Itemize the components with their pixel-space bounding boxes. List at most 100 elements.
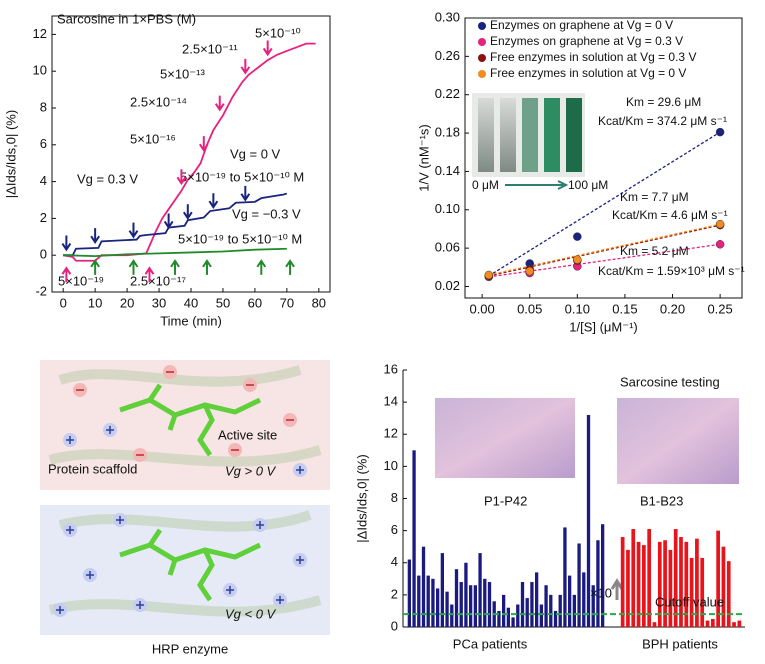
bar bbox=[586, 414, 591, 627]
ion-sign bbox=[136, 601, 144, 609]
annotation: 5×10⁻¹⁶ bbox=[130, 131, 176, 146]
bar bbox=[596, 540, 600, 627]
histology-image bbox=[617, 398, 739, 484]
legend-label: Free enzymes in solution at Vg = 0.3 V bbox=[490, 50, 696, 64]
cuvette bbox=[478, 98, 494, 172]
bar bbox=[572, 594, 577, 627]
bar bbox=[721, 546, 726, 627]
data-line bbox=[63, 192, 288, 257]
data-point bbox=[573, 232, 582, 241]
y-tick-label: 10 bbox=[33, 63, 47, 78]
injection-arrow bbox=[208, 193, 219, 210]
x-tick-label: 50 bbox=[216, 295, 230, 310]
injection-arrow bbox=[198, 136, 209, 152]
series-label: Vg = −0.3 V bbox=[232, 206, 301, 221]
cuvette bbox=[544, 98, 560, 172]
data-point bbox=[715, 219, 725, 229]
bar bbox=[487, 582, 492, 627]
bar bbox=[657, 541, 662, 627]
injection-arrow bbox=[285, 259, 295, 275]
bar bbox=[716, 530, 720, 627]
bar bbox=[684, 541, 689, 627]
bar bbox=[726, 561, 731, 627]
label: HRP enzyme bbox=[152, 641, 228, 656]
bar bbox=[600, 524, 605, 627]
bar bbox=[668, 549, 673, 627]
bar bbox=[426, 575, 430, 627]
annotation: Km = 29.6 μM bbox=[626, 95, 701, 109]
legend-marker bbox=[478, 70, 486, 78]
annotation: 5×10⁻¹⁹ to 5×10⁻¹⁰ M bbox=[180, 169, 304, 184]
injection-arrow bbox=[214, 95, 225, 112]
bar bbox=[549, 594, 553, 627]
bar bbox=[577, 543, 581, 627]
y-tick-label: 0.26 bbox=[435, 48, 460, 63]
bar bbox=[459, 582, 463, 627]
ion-sign bbox=[296, 556, 304, 564]
bar bbox=[407, 559, 412, 627]
bar bbox=[511, 617, 515, 627]
y-tick-label: 0 bbox=[40, 247, 47, 262]
y-tick-label: 0 bbox=[391, 618, 398, 633]
annotation: Sarcosine testing bbox=[620, 374, 720, 389]
legend-label: Enzymes on graphene at Vg = 0 V bbox=[490, 18, 673, 32]
bar bbox=[440, 553, 445, 627]
injection-arrow bbox=[61, 235, 72, 252]
annotation: 5×10⁻¹⁹ to 5×10⁻¹⁰ M bbox=[178, 231, 302, 246]
injection-arrow bbox=[90, 228, 100, 244]
x-tick-label: 60 bbox=[248, 295, 262, 310]
ion-sign bbox=[56, 606, 64, 614]
bar bbox=[435, 588, 440, 627]
injection-arrow bbox=[128, 222, 139, 239]
injection-arrow bbox=[163, 213, 174, 230]
legend-marker bbox=[478, 54, 486, 62]
injection-arrow bbox=[144, 266, 155, 283]
injection-arrow bbox=[182, 204, 193, 221]
injection-arrow bbox=[170, 259, 180, 275]
bar bbox=[679, 537, 683, 627]
y-tick-label: 16 bbox=[384, 361, 398, 376]
bar bbox=[454, 569, 459, 627]
annotation: Sarcosine in 1×PBS (M) bbox=[57, 11, 196, 26]
annotation: 5×10⁻¹³ bbox=[160, 66, 205, 81]
y-tick-label: 12 bbox=[384, 426, 398, 441]
annotation: Kcat/Km = 1.59×10³ μM s⁻¹ bbox=[598, 264, 745, 278]
fit-line bbox=[488, 223, 721, 276]
bar bbox=[689, 557, 694, 627]
y-tick-label: 6 bbox=[391, 522, 398, 537]
bar bbox=[567, 575, 572, 627]
x-tick-label: 0.25 bbox=[707, 301, 732, 316]
y-tick-label: 8 bbox=[391, 490, 398, 505]
cuvette bbox=[500, 98, 516, 172]
annotation: Kcat/Km = 4.6 μM s⁻¹ bbox=[612, 208, 728, 222]
y-tick-label: 0.22 bbox=[435, 86, 460, 101]
group-label: PCa patients bbox=[453, 636, 528, 651]
legend-label: Enzymes on graphene at Vg = 0.3 V bbox=[490, 34, 683, 48]
cutoff-label: Cutoff value bbox=[655, 594, 724, 609]
bar bbox=[506, 607, 511, 627]
bar bbox=[626, 549, 630, 627]
annotation: 2.5×10⁻¹⁷ bbox=[130, 273, 186, 288]
x-tick-label: 80 bbox=[312, 295, 326, 310]
x-tick-label: 0 bbox=[60, 295, 67, 310]
y-axis-label: 1/V (nM⁻¹s) bbox=[416, 124, 431, 192]
x-tick-label: 0.05 bbox=[517, 301, 542, 316]
bar bbox=[737, 620, 742, 627]
bar bbox=[468, 585, 473, 627]
bar bbox=[647, 529, 652, 627]
bar bbox=[520, 582, 525, 627]
y-axis-label: |ΔIds/Ids,0| (%) bbox=[3, 110, 18, 198]
y-tick-label: 6 bbox=[40, 136, 47, 151]
bar bbox=[620, 537, 625, 627]
x-tick-label: 10 bbox=[88, 295, 102, 310]
group-label: BPH patients bbox=[642, 636, 718, 651]
bar bbox=[412, 450, 416, 627]
annotation: ×10 bbox=[590, 585, 612, 600]
bar bbox=[705, 620, 710, 627]
annotation: 2.5×10⁻¹⁴ bbox=[130, 94, 187, 109]
data-point bbox=[715, 127, 725, 137]
ribbon bbox=[48, 365, 322, 617]
ion-sign bbox=[276, 596, 284, 604]
x-tick-label: 0.20 bbox=[660, 301, 685, 316]
annotation: 5×10⁻¹⁰ bbox=[255, 25, 301, 40]
